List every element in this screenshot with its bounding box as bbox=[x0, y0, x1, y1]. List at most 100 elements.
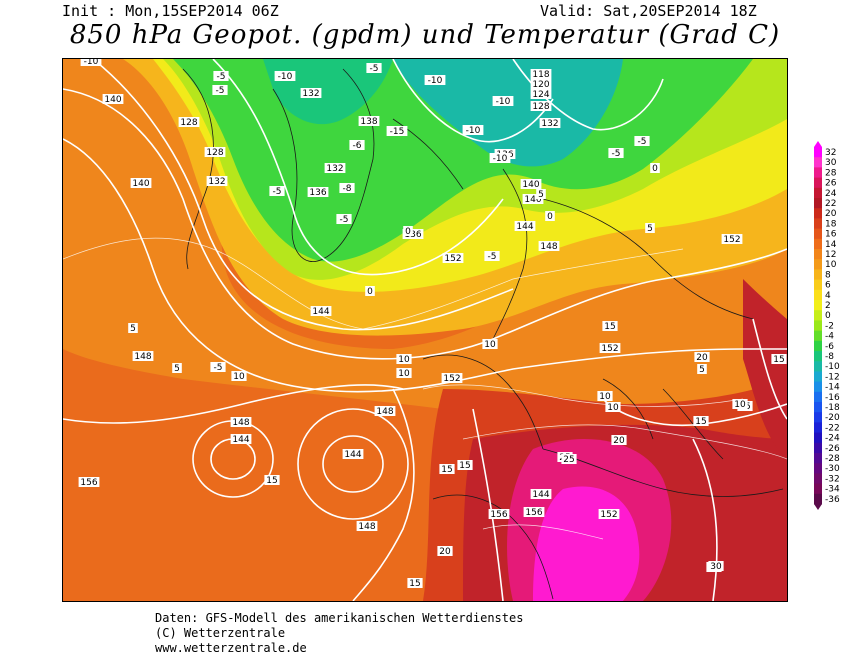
geopotential-label: 136 bbox=[309, 188, 326, 198]
legend-swatch bbox=[814, 391, 822, 403]
legend-swatch bbox=[814, 442, 822, 454]
legend-swatch bbox=[814, 228, 822, 240]
temperature-label: 15 bbox=[604, 322, 615, 332]
legend-swatch bbox=[814, 330, 822, 342]
geopotential-label: 156 bbox=[490, 510, 507, 520]
temperature-label: 15 bbox=[459, 461, 470, 471]
temperature-label: 15 bbox=[441, 465, 452, 475]
temperature-label-box bbox=[650, 163, 660, 173]
geopotential-label-box bbox=[132, 351, 154, 361]
temperature-label: 15 bbox=[773, 355, 784, 365]
temperature-label: 5 bbox=[538, 190, 544, 200]
temperature-label: 15 bbox=[695, 417, 706, 427]
temperature-label: -5 bbox=[340, 215, 349, 225]
footer-data-source: Daten: GFS-Modell des amerikanischen Wet… bbox=[155, 611, 524, 625]
temp-zone-minus8 bbox=[263, 59, 393, 125]
temperature-label: -5 bbox=[612, 149, 621, 159]
geopotential-label-box bbox=[721, 234, 743, 244]
legend-swatch bbox=[814, 279, 822, 291]
legend-label: -14 bbox=[825, 383, 840, 393]
geopotential-label: 148 bbox=[358, 522, 375, 532]
temperature-label: -5 bbox=[216, 86, 225, 96]
legend-label: 30 bbox=[825, 158, 837, 168]
temperature-label: 10 bbox=[398, 369, 410, 379]
geopotential-label: 148 bbox=[232, 418, 249, 428]
legend-label: 6 bbox=[825, 281, 831, 291]
legend-label: -4 bbox=[825, 332, 834, 342]
temperature-label-box bbox=[708, 561, 724, 571]
geopotential-label-box bbox=[488, 509, 510, 519]
legend-label: 4 bbox=[825, 291, 831, 301]
init-time: Init : Mon,15SEP2014 06Z bbox=[62, 2, 279, 20]
temperature-label-box bbox=[597, 391, 613, 401]
temperature-label: -8 bbox=[343, 184, 352, 194]
legend-swatch bbox=[814, 167, 822, 179]
geopotential-label-box bbox=[178, 117, 200, 127]
geopotential-label: 118 bbox=[532, 70, 549, 80]
temperature-label-box bbox=[366, 63, 382, 73]
geopotential-label: 152 bbox=[443, 374, 460, 384]
geopotential-label-box bbox=[402, 229, 424, 239]
temperature-label: 10 bbox=[484, 340, 496, 350]
geopotential-label-box bbox=[342, 449, 364, 459]
temperature-label: 0 bbox=[367, 287, 373, 297]
geopotential-label: 152 bbox=[601, 344, 618, 354]
temperature-label: -6 bbox=[353, 141, 362, 151]
temperature-label-box bbox=[771, 354, 787, 364]
footer: Daten: GFS-Modell des amerikanischen Wet… bbox=[155, 611, 523, 656]
geopotential-label-box bbox=[230, 434, 252, 444]
temperature-label-box bbox=[172, 363, 182, 373]
temperature-label: -15 bbox=[390, 127, 405, 137]
geopotential-label-box bbox=[300, 88, 322, 98]
temperature-label: 15 bbox=[266, 476, 277, 486]
legend-swatch bbox=[814, 147, 822, 158]
temperature-label-box bbox=[439, 464, 455, 474]
geopotential-label: 148 bbox=[134, 352, 151, 362]
temperature-label-box bbox=[611, 435, 627, 445]
legend-label: 2 bbox=[825, 301, 831, 311]
geopotential-label-box bbox=[356, 521, 378, 531]
temperature-label: 25 bbox=[563, 455, 574, 465]
geopotential-label: 144 bbox=[532, 490, 549, 500]
temperature-label: -5 bbox=[638, 137, 647, 147]
geopotential-label: 144 bbox=[516, 222, 533, 232]
legend-label: -26 bbox=[825, 444, 840, 454]
legend-swatch bbox=[814, 432, 822, 444]
temperature-label-box bbox=[561, 454, 577, 464]
geopotential-label-box bbox=[204, 147, 226, 157]
legend-swatch bbox=[814, 493, 822, 505]
temperature-label-box bbox=[396, 368, 412, 378]
temperature-label: 20 bbox=[696, 353, 708, 363]
legend-label: -10 bbox=[825, 362, 840, 372]
legend-cap-bottom bbox=[814, 504, 822, 510]
temperature-label-box bbox=[694, 352, 710, 362]
geopotential-label-box bbox=[530, 89, 552, 99]
legend-swatch bbox=[814, 412, 822, 423]
map-title: 850 hPa Geopot. (gpdm) und Temperatur (G… bbox=[69, 20, 781, 50]
geopotential-label: 140 bbox=[132, 179, 149, 189]
temperature-label: -5 bbox=[273, 187, 282, 197]
legend-label: -36 bbox=[825, 495, 840, 505]
geopotential-label: 148 bbox=[376, 407, 393, 417]
temperature-label-box bbox=[128, 323, 138, 333]
geopotential-label-box bbox=[530, 101, 552, 111]
temperature-label-box bbox=[403, 226, 413, 236]
temperature-label: 15 bbox=[409, 579, 420, 589]
legend-label: 14 bbox=[825, 240, 837, 250]
temperature-label: -10 bbox=[84, 59, 99, 67]
legend-swatch bbox=[814, 310, 822, 321]
legend-swatch bbox=[814, 483, 822, 495]
legend-swatch bbox=[814, 473, 822, 485]
legend-swatch bbox=[814, 463, 822, 474]
geopotential-label: 132 bbox=[208, 177, 225, 187]
legend-swatch bbox=[814, 238, 822, 250]
legend-label: -6 bbox=[825, 342, 834, 352]
footer-url[interactable]: www.wetterzentrale.de bbox=[155, 641, 307, 655]
geopotential-label: 124 bbox=[532, 90, 549, 100]
legend-swatch bbox=[814, 371, 822, 383]
temperature-label: 0 bbox=[405, 227, 411, 237]
legend-swatch bbox=[814, 289, 822, 301]
temperature-label: -10 bbox=[496, 97, 511, 107]
geopotential-label-box bbox=[522, 194, 544, 204]
footer-copyright: (C) Wetterzentrale bbox=[155, 626, 286, 640]
